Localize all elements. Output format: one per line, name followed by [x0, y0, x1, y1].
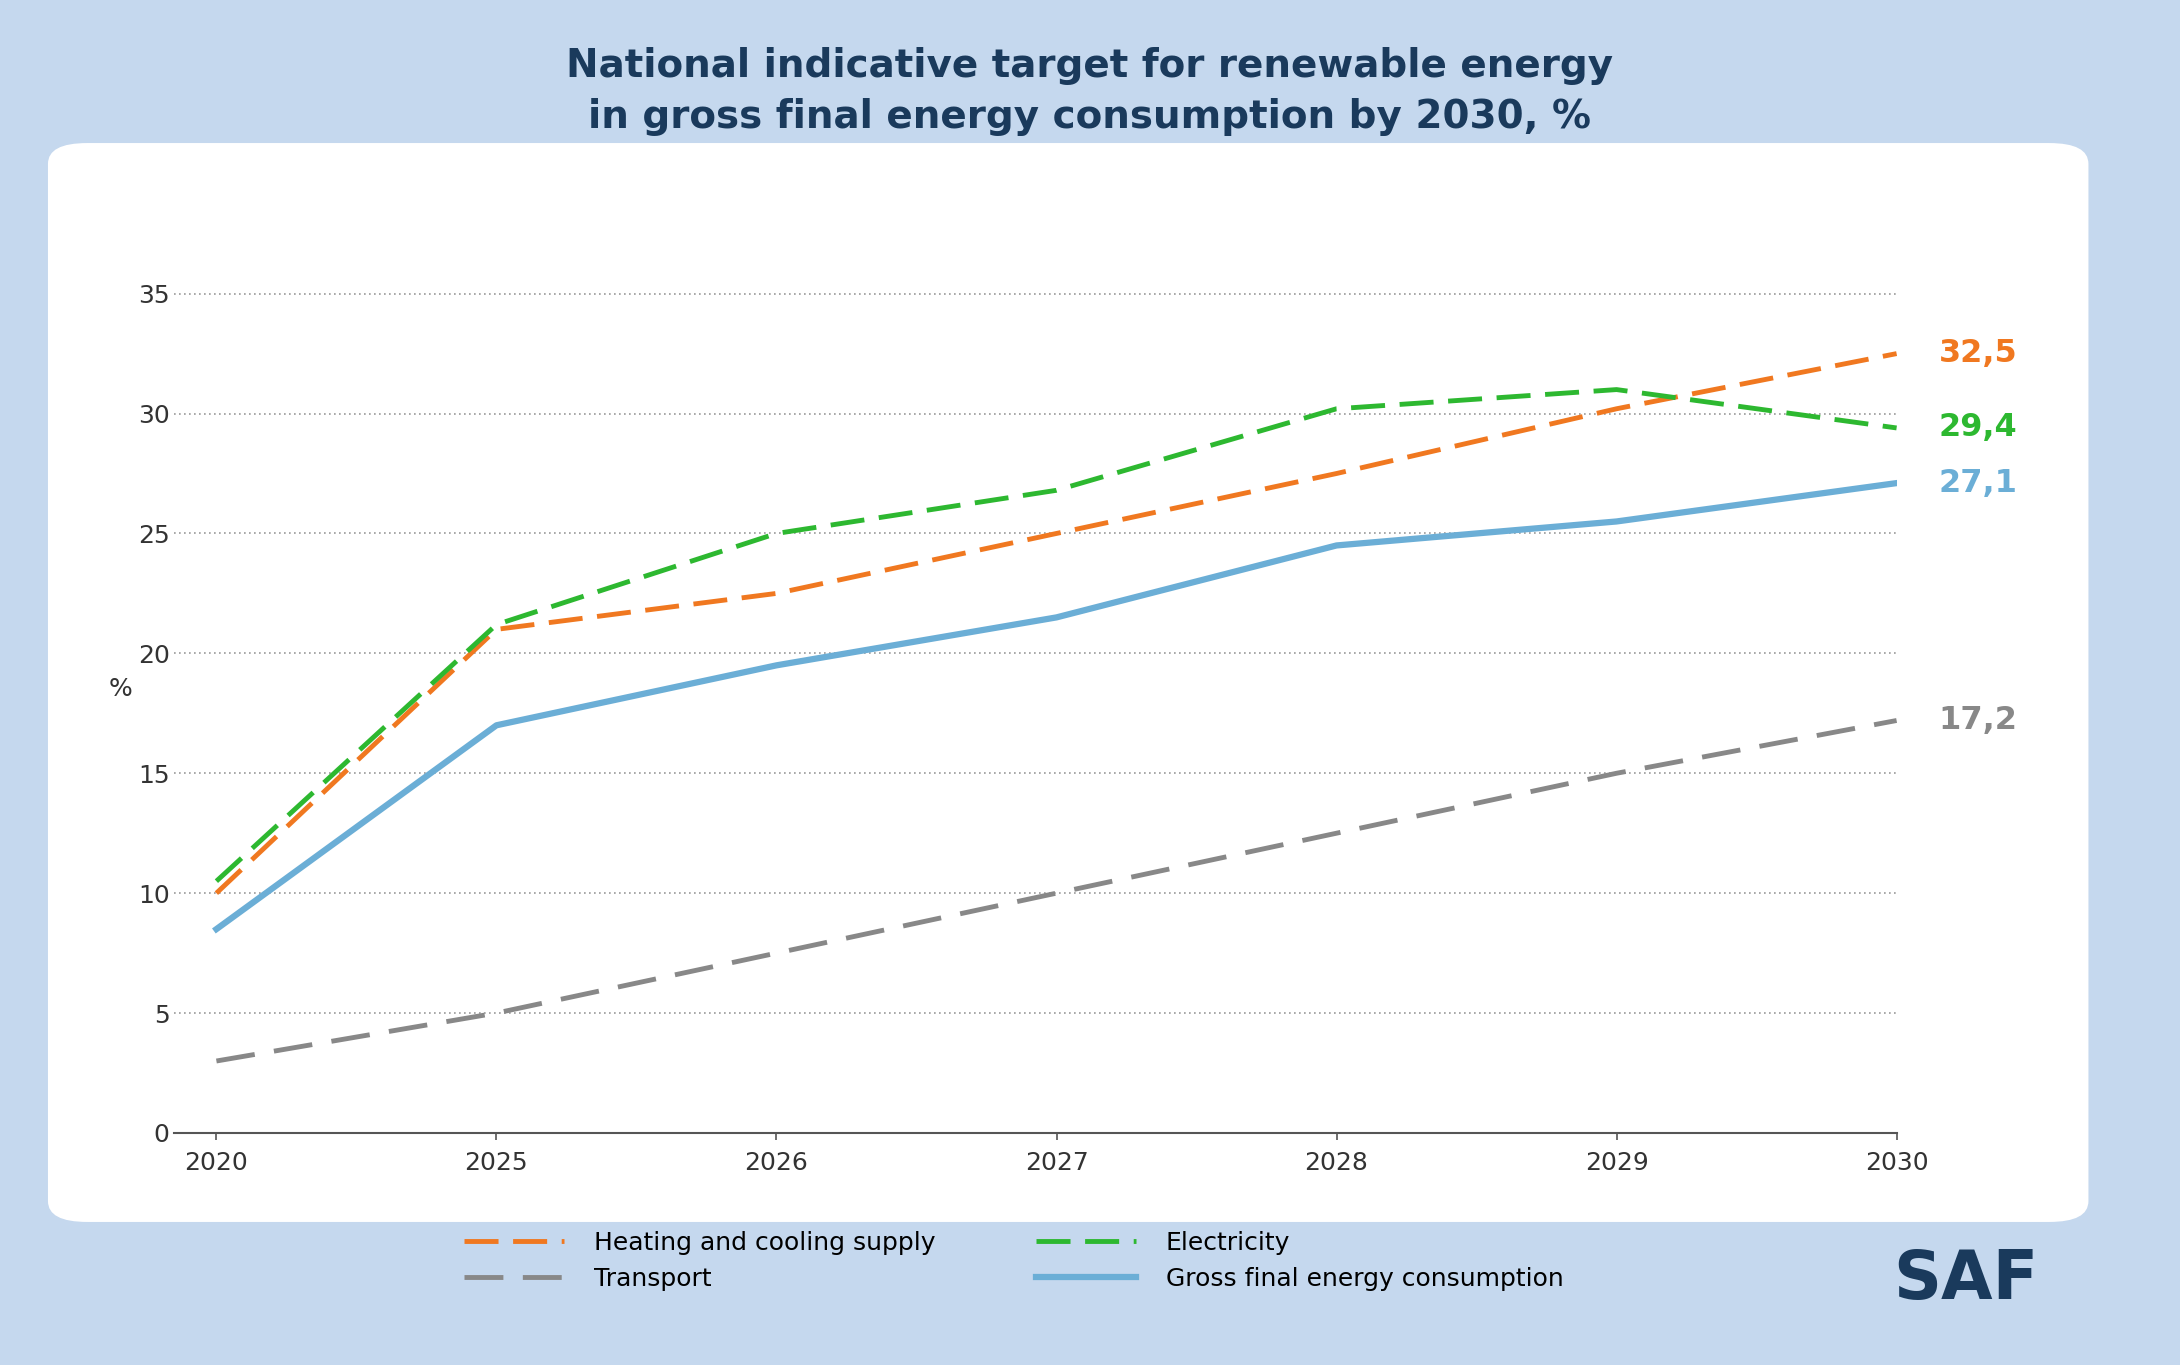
Text: 27,1: 27,1	[1938, 468, 2019, 498]
Legend: Heating and cooling supply, Transport, Electricity, Gross final energy consumpti: Heating and cooling supply, Transport, E…	[464, 1231, 1563, 1291]
Text: 17,2: 17,2	[1938, 704, 2019, 736]
Y-axis label: %: %	[109, 677, 133, 702]
Text: SAF: SAF	[1892, 1248, 2038, 1313]
Text: 29,4: 29,4	[1938, 412, 2016, 444]
Text: 32,5: 32,5	[1938, 339, 2016, 369]
Text: National indicative target for renewable energy
in gross final energy consumptio: National indicative target for renewable…	[567, 46, 1613, 136]
FancyBboxPatch shape	[48, 143, 2088, 1222]
